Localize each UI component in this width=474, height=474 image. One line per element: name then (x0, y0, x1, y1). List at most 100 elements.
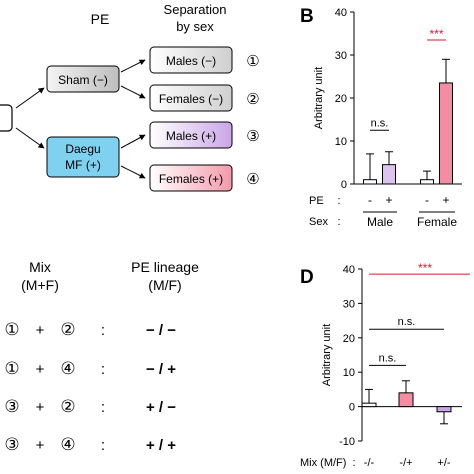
sig-label-1-2: n.s. (379, 352, 397, 364)
group-box-4 (149, 164, 233, 192)
mix-row-1-colon: : (101, 322, 105, 339)
x-tick-label: +/- (437, 457, 450, 469)
panel-label-b: B (300, 6, 314, 27)
flow-title-separation: Separation (164, 2, 227, 17)
sig-label-female: *** (429, 27, 443, 41)
y-tick-label: 40 (335, 7, 347, 19)
y-tick-label: 40 (343, 264, 355, 276)
flow-title-pe: PE (91, 11, 110, 27)
mix-row-2-lineage: − / + (146, 361, 176, 378)
group-label-4: Females (+) (159, 172, 223, 186)
group-box-1 (149, 46, 233, 74)
mix-header-2: (M+F) (21, 277, 59, 293)
pe-row-value: - (425, 193, 429, 207)
x-tick-label: -/+ (399, 457, 412, 469)
arrow-daegu-females (120, 165, 146, 179)
mix-row-4-a: ③ (4, 435, 19, 454)
y-tick-label: 10 (343, 367, 355, 379)
daegu-label-2: MF (+) (65, 158, 101, 172)
group-num-1: ① (246, 53, 259, 70)
y-tick-label: 10 (335, 136, 347, 148)
pe-row-value: + (385, 193, 392, 207)
sig-label-all: *** (418, 261, 432, 275)
mix-row-3-colon: : (101, 399, 105, 416)
bar-3 (439, 82, 453, 185)
pe-row-colon: : (337, 195, 340, 207)
bar-2 (420, 179, 434, 185)
pe-row-value: + (442, 193, 449, 207)
mix-row-2-b: ④ (60, 359, 75, 378)
mix-row-3-b: ② (60, 397, 75, 416)
sham-label: Sham (−) (58, 73, 108, 87)
bar-0 (363, 179, 377, 185)
mix-row-3-plus: + (36, 399, 45, 416)
arrow-sham-females (120, 85, 146, 99)
mix-row-1-plus: + (36, 322, 45, 339)
bar-1 (398, 392, 414, 408)
y-axis-title: Arbitrary unit (321, 324, 333, 386)
x-axis-title: Mix (M/F) (300, 457, 346, 469)
x-axis-colon: : (352, 457, 355, 469)
mix-row-2-colon: : (101, 361, 105, 378)
group-num-4: ④ (246, 171, 259, 188)
mix-row-4-colon: : (101, 437, 105, 454)
mix-row: ③ + ② : + / − (4, 397, 176, 416)
mix-row-4-plus: + (36, 437, 45, 454)
sig-label-1-3: n.s. (398, 316, 416, 328)
group-label-male: Male (367, 215, 393, 229)
y-tick-label: -10 (339, 436, 355, 448)
arrow-to-daegu (15, 127, 45, 149)
daegu-box (46, 136, 120, 178)
arrow-sham-males (120, 59, 146, 73)
daegu-label-1: Daegu (65, 142, 100, 156)
flow-title-by-sex: by sex (176, 19, 214, 34)
chart-d: -10 0 10 20 30 40 Arbitrary unit *** n.s. n.s. Mix… (300, 261, 470, 469)
group-label-female: Female (417, 215, 457, 229)
mix-row-1-b: ② (60, 320, 75, 339)
flow-diagram: PE Separation by sex Sham (−) Daegu MF (… (0, 2, 260, 192)
source-box (0, 104, 13, 132)
mix-row: ③ + ④ : + / + (4, 435, 176, 454)
group-label-1: Males (−) (166, 54, 216, 68)
lineage-header-1: PE lineage (131, 259, 199, 275)
x-tick-label: -/- (364, 457, 375, 469)
y-axis-title: Arbitrary unit (313, 67, 325, 129)
mix-row-4-lineage: + / + (146, 437, 176, 454)
mix-row-1-a: ① (4, 320, 19, 339)
pe-row-label: PE (309, 195, 324, 207)
sig-label-male: n.s. (371, 117, 389, 129)
group-box-2 (149, 84, 233, 112)
y-tick-label: 0 (341, 179, 347, 191)
mix-row: ① + ④ : − / + (4, 359, 176, 378)
group-box-3 (149, 121, 233, 149)
y-tick-label: 30 (335, 50, 347, 62)
mix-row-1-lineage: − / − (146, 322, 176, 339)
y-tick-label: 30 (343, 298, 355, 310)
panel-label-d: D (300, 267, 314, 288)
group-num-2: ② (246, 91, 259, 108)
arrow-daegu-males (120, 134, 146, 149)
pe-row-value: - (368, 193, 372, 207)
y-tick-label: 20 (335, 93, 347, 105)
mix-header-1: Mix (29, 259, 51, 275)
group-label-3: Males (+) (166, 129, 216, 143)
lineage-header-2: (M/F) (148, 277, 181, 293)
mix-row-3-lineage: + / − (146, 399, 176, 416)
sex-row-label: Sex (309, 216, 328, 228)
sex-row-colon: : (337, 216, 340, 228)
arrow-to-sham (15, 87, 45, 109)
bar-2 (436, 406, 452, 413)
mix-row-4-b: ④ (60, 435, 75, 454)
mix-row-3-a: ③ (4, 397, 19, 416)
sham-box (46, 65, 120, 93)
bar-0 (361, 402, 377, 408)
y-tick-label: 20 (343, 333, 355, 345)
group-num-3: ③ (246, 128, 259, 145)
y-tick-label: 0 (349, 402, 355, 414)
mix-row: ① + ② : − / − (4, 320, 176, 339)
mix-table: Mix (M+F) PE lineage (M/F) ① + ② : − / −… (4, 259, 199, 454)
group-label-2: Females (−) (159, 92, 223, 106)
mix-row-2-a: ① (4, 359, 19, 378)
